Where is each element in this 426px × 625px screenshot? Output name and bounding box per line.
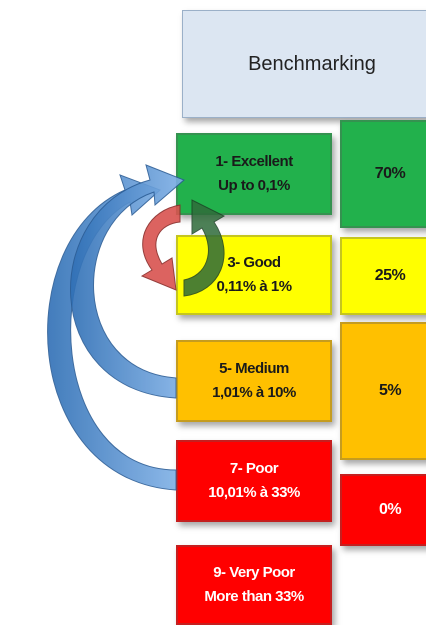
page: Benchmarking 1- ExcellentUp to 0,1% 3- G… <box>0 0 426 613</box>
green-arrow <box>184 200 224 296</box>
arrows <box>0 0 426 613</box>
red-arrow <box>142 205 180 290</box>
